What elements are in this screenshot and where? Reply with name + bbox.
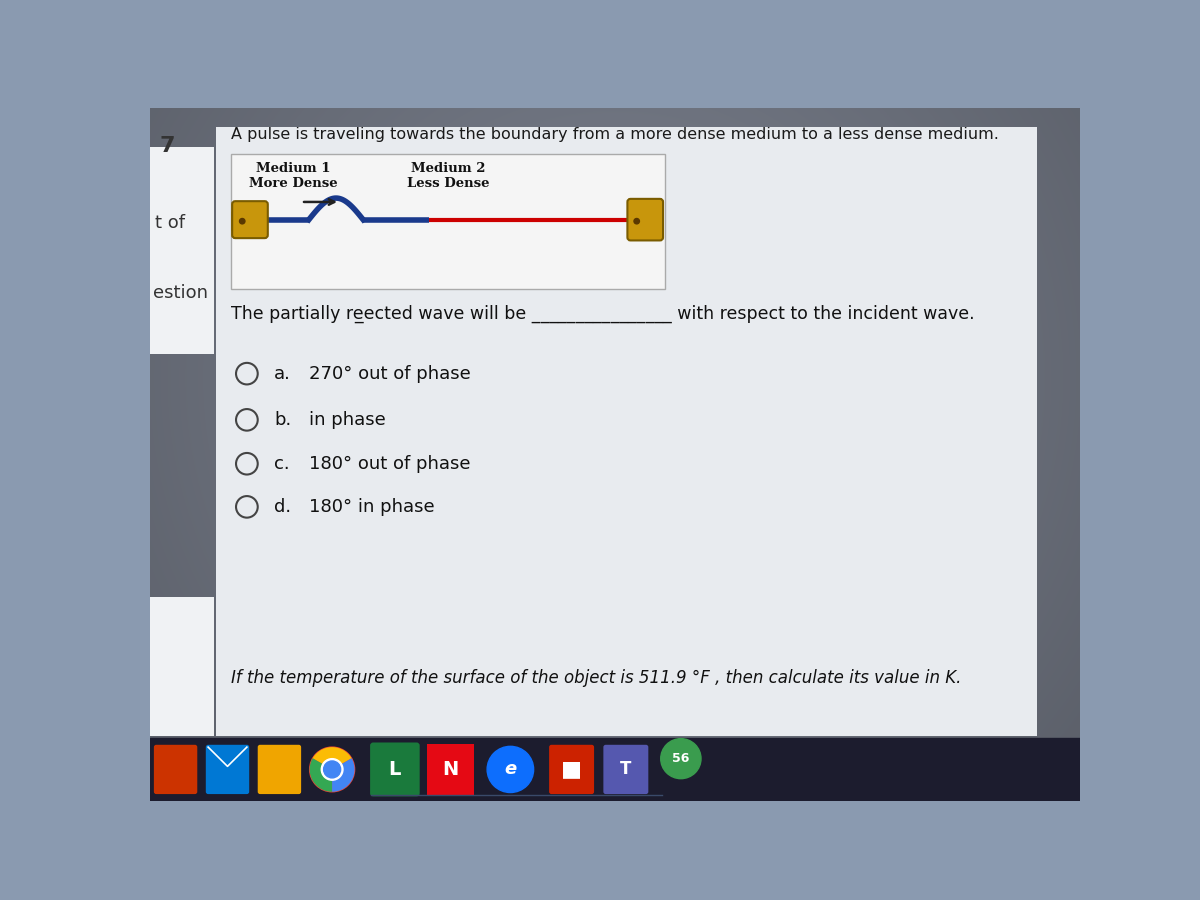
Text: b.: b.	[274, 410, 292, 428]
FancyBboxPatch shape	[232, 212, 250, 231]
Text: A pulse is traveling towards the boundary from a more dense medium to a less den: A pulse is traveling towards the boundar…	[232, 128, 1000, 142]
Circle shape	[240, 219, 245, 224]
Text: e: e	[504, 760, 516, 778]
FancyBboxPatch shape	[232, 202, 268, 238]
FancyBboxPatch shape	[206, 745, 250, 794]
Text: ■: ■	[562, 760, 582, 779]
FancyBboxPatch shape	[232, 154, 665, 289]
Text: T: T	[620, 760, 631, 778]
Text: estion: estion	[154, 284, 208, 302]
Text: t of: t of	[156, 214, 186, 232]
FancyBboxPatch shape	[427, 744, 474, 795]
Wedge shape	[310, 759, 332, 792]
Text: 56: 56	[672, 752, 690, 765]
Text: The partially re̲̲ected wave will be ________________ with respect to the incide: The partially re̲̲ected wave will be ___…	[232, 305, 974, 323]
Text: a.: a.	[274, 364, 290, 382]
Text: Less Dense: Less Dense	[407, 177, 490, 190]
Text: d.: d.	[274, 498, 292, 516]
Circle shape	[324, 761, 341, 778]
FancyBboxPatch shape	[550, 745, 594, 794]
FancyBboxPatch shape	[150, 597, 214, 735]
Text: Medium 2: Medium 2	[412, 162, 486, 175]
FancyBboxPatch shape	[604, 745, 648, 794]
Text: 270° out of phase: 270° out of phase	[308, 364, 470, 382]
Circle shape	[322, 759, 343, 780]
Text: More Dense: More Dense	[250, 177, 337, 190]
Text: N: N	[443, 760, 458, 778]
Text: 7: 7	[160, 137, 175, 157]
Circle shape	[661, 739, 701, 778]
Circle shape	[310, 747, 355, 792]
Text: L: L	[389, 760, 401, 778]
Text: 180° out of phase: 180° out of phase	[308, 454, 470, 472]
Wedge shape	[332, 759, 355, 792]
Bar	[150, 738, 1080, 801]
FancyBboxPatch shape	[370, 742, 420, 796]
FancyBboxPatch shape	[154, 745, 197, 794]
FancyBboxPatch shape	[628, 199, 664, 240]
Text: Medium 1: Medium 1	[256, 162, 331, 175]
Circle shape	[634, 219, 640, 224]
Text: c.: c.	[274, 454, 289, 472]
Text: in phase: in phase	[308, 410, 385, 428]
Text: If the temperature of the surface of the object is 511.9 °F , then calculate its: If the temperature of the surface of the…	[232, 669, 961, 687]
Circle shape	[487, 746, 534, 793]
FancyBboxPatch shape	[216, 127, 1037, 735]
Wedge shape	[313, 747, 352, 770]
Text: 180° in phase: 180° in phase	[308, 498, 434, 516]
FancyBboxPatch shape	[150, 147, 214, 355]
FancyBboxPatch shape	[258, 745, 301, 794]
FancyBboxPatch shape	[643, 212, 660, 231]
